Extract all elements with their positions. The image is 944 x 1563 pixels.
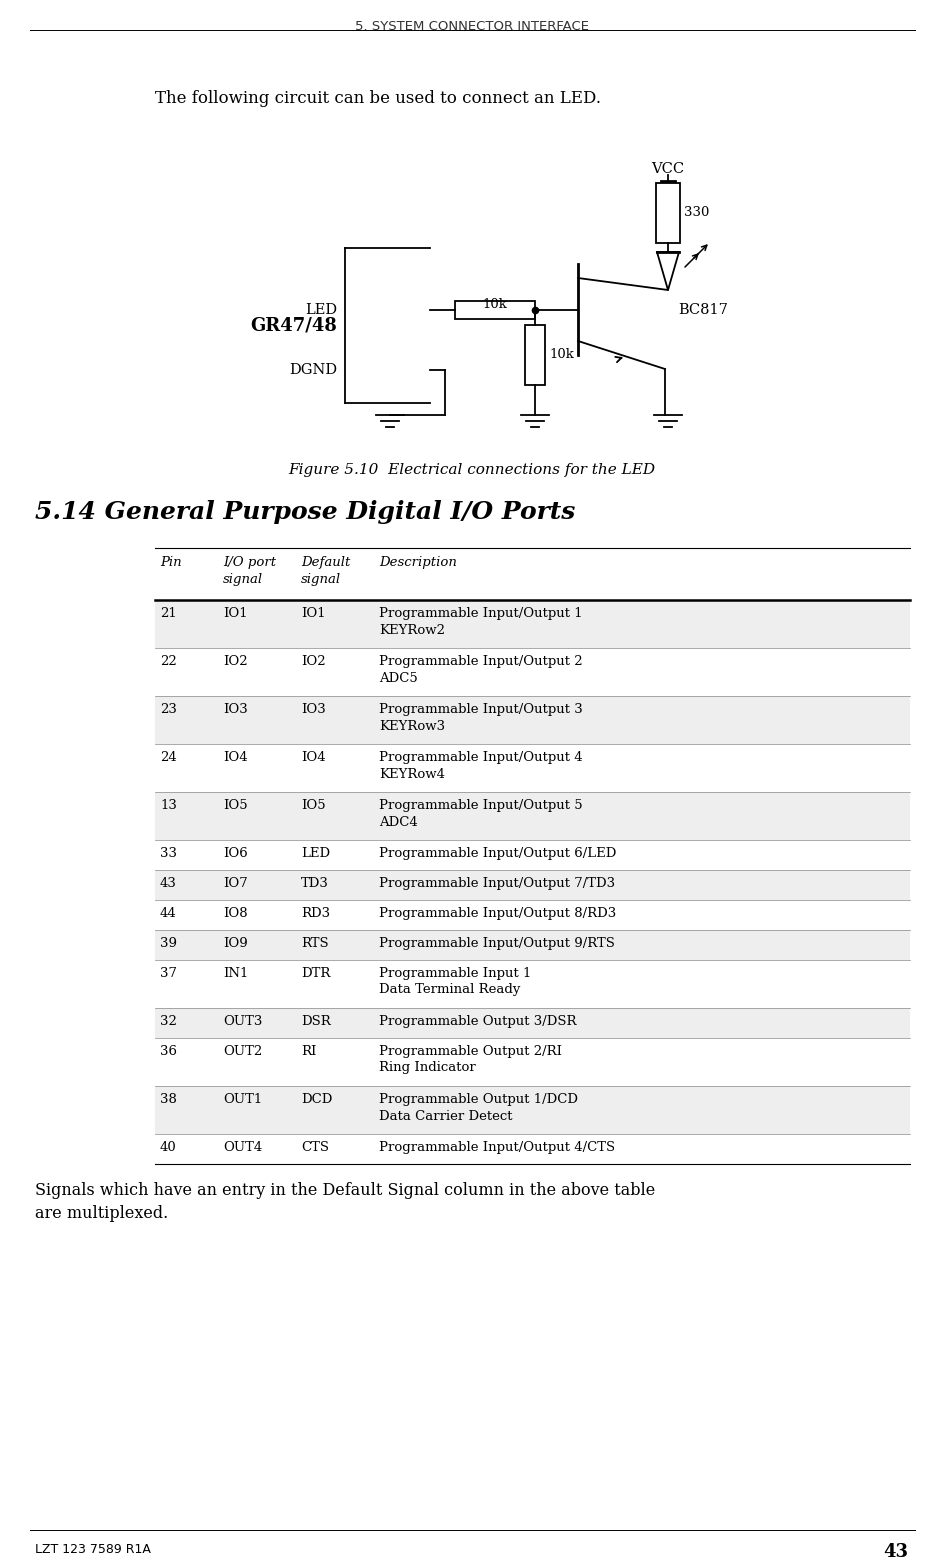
Text: Programmable Input/Output 4/CTS: Programmable Input/Output 4/CTS xyxy=(379,1141,615,1153)
Text: LZT 123 7589 R1A: LZT 123 7589 R1A xyxy=(35,1543,151,1557)
Text: 32: 32 xyxy=(160,1014,177,1028)
Bar xyxy=(155,1008,909,1038)
Text: Programmable Input/Output 5
ADC4: Programmable Input/Output 5 ADC4 xyxy=(379,799,582,828)
Bar xyxy=(155,696,909,744)
Text: IO3: IO3 xyxy=(223,703,247,716)
Bar xyxy=(655,183,680,242)
Text: 5.14 General Purpose Digital I/O Ports: 5.14 General Purpose Digital I/O Ports xyxy=(35,500,575,524)
Text: 23: 23 xyxy=(160,703,177,716)
Text: 24: 24 xyxy=(160,750,177,764)
Text: Default
signal: Default signal xyxy=(301,556,350,586)
Text: IO7: IO7 xyxy=(223,877,247,889)
Text: 33: 33 xyxy=(160,847,177,860)
Text: IO9: IO9 xyxy=(223,936,247,950)
Text: 43: 43 xyxy=(882,1543,907,1561)
Text: Description: Description xyxy=(379,556,456,569)
Text: 38: 38 xyxy=(160,1093,177,1107)
Text: GR47/48: GR47/48 xyxy=(250,316,337,334)
Text: VCC: VCC xyxy=(650,163,683,177)
Text: 10k: 10k xyxy=(548,349,573,361)
Text: Programmable Output 1/DCD
Data Carrier Detect: Programmable Output 1/DCD Data Carrier D… xyxy=(379,1093,578,1122)
Text: IO2: IO2 xyxy=(223,655,247,667)
Text: Programmable Input/Output 7/TD3: Programmable Input/Output 7/TD3 xyxy=(379,877,615,889)
Text: Figure 5.10  Electrical connections for the LED: Figure 5.10 Electrical connections for t… xyxy=(288,463,655,477)
Text: IN1: IN1 xyxy=(223,967,248,980)
Text: RI: RI xyxy=(301,1046,316,1058)
Text: IO5: IO5 xyxy=(223,799,247,813)
Text: Programmable Input/Output 4
KEYRow4: Programmable Input/Output 4 KEYRow4 xyxy=(379,750,582,780)
Text: Programmable Input/Output 9/RTS: Programmable Input/Output 9/RTS xyxy=(379,936,615,950)
Text: DSR: DSR xyxy=(301,1014,330,1028)
Text: IO1: IO1 xyxy=(301,606,326,621)
Text: LED: LED xyxy=(301,847,329,860)
Text: 10k: 10k xyxy=(482,299,507,311)
Text: 40: 40 xyxy=(160,1141,177,1153)
Text: 13: 13 xyxy=(160,799,177,813)
Text: 21: 21 xyxy=(160,606,177,621)
Text: CTS: CTS xyxy=(301,1141,329,1153)
Text: RTS: RTS xyxy=(301,936,329,950)
Text: 36: 36 xyxy=(160,1046,177,1058)
Bar xyxy=(454,302,534,319)
Text: DTR: DTR xyxy=(301,967,330,980)
Bar xyxy=(155,930,909,960)
Text: 37: 37 xyxy=(160,967,177,980)
Text: 39: 39 xyxy=(160,936,177,950)
Text: Programmable Input/Output 6/LED: Programmable Input/Output 6/LED xyxy=(379,847,615,860)
Text: 22: 22 xyxy=(160,655,177,667)
Text: Programmable Input/Output 3
KEYRow3: Programmable Input/Output 3 KEYRow3 xyxy=(379,703,582,733)
Text: 330: 330 xyxy=(683,206,709,219)
Text: Pin: Pin xyxy=(160,556,181,569)
Text: Programmable Input 1
Data Terminal Ready: Programmable Input 1 Data Terminal Ready xyxy=(379,967,531,997)
Text: 5. SYSTEM CONNECTOR INTERFACE: 5. SYSTEM CONNECTOR INTERFACE xyxy=(355,20,588,33)
Text: DCD: DCD xyxy=(301,1093,332,1107)
Text: IO3: IO3 xyxy=(301,703,326,716)
Text: IO1: IO1 xyxy=(223,606,247,621)
Bar xyxy=(525,325,545,384)
Text: 44: 44 xyxy=(160,907,177,921)
Text: Programmable Input/Output 1
KEYRow2: Programmable Input/Output 1 KEYRow2 xyxy=(379,606,582,636)
Text: IO4: IO4 xyxy=(301,750,326,764)
Bar xyxy=(155,871,909,900)
Text: Programmable Output 2/RI
Ring Indicator: Programmable Output 2/RI Ring Indicator xyxy=(379,1046,562,1074)
Text: OUT3: OUT3 xyxy=(223,1014,262,1028)
Text: IO4: IO4 xyxy=(223,750,247,764)
Text: LED: LED xyxy=(305,303,337,317)
Text: OUT2: OUT2 xyxy=(223,1046,262,1058)
Text: BC817: BC817 xyxy=(677,303,727,317)
Text: Signals which have an entry in the Default Signal column in the above table
are : Signals which have an entry in the Defau… xyxy=(35,1182,654,1222)
Bar xyxy=(155,600,909,649)
Text: IO8: IO8 xyxy=(223,907,247,921)
Bar xyxy=(155,792,909,839)
Text: Programmable Input/Output 2
ADC5: Programmable Input/Output 2 ADC5 xyxy=(379,655,582,685)
Text: 43: 43 xyxy=(160,877,177,889)
Text: I/O port
signal: I/O port signal xyxy=(223,556,276,586)
Text: IO5: IO5 xyxy=(301,799,326,813)
Bar xyxy=(155,1086,909,1135)
Text: Programmable Input/Output 8/RD3: Programmable Input/Output 8/RD3 xyxy=(379,907,615,921)
Text: IO2: IO2 xyxy=(301,655,326,667)
Text: IO6: IO6 xyxy=(223,847,247,860)
Text: RD3: RD3 xyxy=(301,907,329,921)
Text: TD3: TD3 xyxy=(301,877,329,889)
Text: OUT4: OUT4 xyxy=(223,1141,262,1153)
Text: DGND: DGND xyxy=(289,363,337,377)
Text: OUT1: OUT1 xyxy=(223,1093,262,1107)
Text: Programmable Output 3/DSR: Programmable Output 3/DSR xyxy=(379,1014,576,1028)
Text: The following circuit can be used to connect an LED.: The following circuit can be used to con… xyxy=(155,91,600,106)
